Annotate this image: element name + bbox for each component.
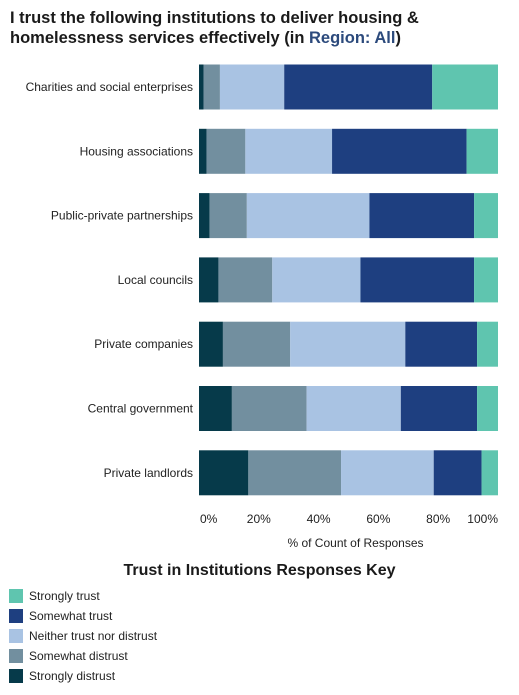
bar-segment-housing-associations-strongly-distrust[interactable] <box>199 128 207 174</box>
bar-segment-private-landlords-somewhat-distrust[interactable] <box>248 450 342 496</box>
bar-segment-local-councils-strongly-distrust[interactable] <box>199 257 219 303</box>
chart-title-suffix: ) <box>395 29 401 47</box>
x-tick-label: 100% <box>467 512 498 526</box>
bar-segment-public-private-partnerships-strongly-distrust[interactable] <box>199 193 210 239</box>
bar-segment-central-government-strongly-distrust[interactable] <box>199 386 232 431</box>
bar-segment-charities-and-social-enterprises-strongly-trust[interactable] <box>432 64 498 110</box>
category-label-housing-associations: Housing associations <box>80 144 193 158</box>
chart-title-line1: I trust the following institutions to de… <box>10 9 419 27</box>
bar-segment-housing-associations-somewhat-trust[interactable] <box>332 128 467 174</box>
bar-segment-public-private-partnerships-neither-trust-nor-distrust[interactable] <box>246 193 370 239</box>
bar-segment-private-landlords-strongly-distrust[interactable] <box>199 450 249 496</box>
bar-segment-public-private-partnerships-somewhat-distrust[interactable] <box>209 193 247 239</box>
bar-segment-private-companies-strongly-trust[interactable] <box>477 321 498 367</box>
bar-segment-central-government-somewhat-trust[interactable] <box>400 386 478 431</box>
legend-swatch <box>9 609 23 623</box>
legend-item[interactable]: Strongly distrust <box>9 666 157 686</box>
x-tick-label: 80% <box>426 512 450 526</box>
x-axis-label: % of Count of Responses <box>287 536 423 550</box>
bar-segment-private-companies-neither-trust-nor-distrust[interactable] <box>290 321 406 367</box>
bar-segment-local-councils-neither-trust-nor-distrust[interactable] <box>272 257 361 303</box>
bar-segment-central-government-somewhat-distrust[interactable] <box>231 386 307 431</box>
chart-title-line2: homelessness services effectively (in Re… <box>10 28 510 48</box>
bar-segment-private-companies-strongly-distrust[interactable] <box>199 321 223 367</box>
bar-segment-charities-and-social-enterprises-somewhat-trust[interactable] <box>284 64 433 110</box>
bar-segment-private-companies-somewhat-trust[interactable] <box>405 321 478 367</box>
legend-swatch <box>9 629 23 643</box>
bar-segment-central-government-neither-trust-nor-distrust[interactable] <box>306 386 401 431</box>
x-tick-label: 0% <box>200 512 218 526</box>
bar-segment-public-private-partnerships-somewhat-trust[interactable] <box>369 193 475 239</box>
region-filter-link[interactable]: Region: All <box>309 29 396 47</box>
x-tick-label: 60% <box>366 512 390 526</box>
category-label-private-landlords: Private landlords <box>104 466 193 480</box>
bar-segment-private-landlords-neither-trust-nor-distrust[interactable] <box>341 450 434 496</box>
x-tick-label: 20% <box>247 512 271 526</box>
bar-segment-local-councils-somewhat-distrust[interactable] <box>218 257 273 303</box>
stacked-bar-chart: Charities and social enterprises Housing … <box>26 64 498 550</box>
bar-segment-local-councils-strongly-trust[interactable] <box>474 257 498 303</box>
legend-label: Somewhat trust <box>29 609 113 623</box>
legend-label: Strongly trust <box>29 589 100 603</box>
category-label-local-councils: Local councils <box>118 273 193 287</box>
chart-title-prefix: homelessness services effectively (in <box>10 29 309 47</box>
bar-segment-housing-associations-strongly-trust[interactable] <box>466 128 498 174</box>
bar-segment-housing-associations-neither-trust-nor-distrust[interactable] <box>245 128 333 174</box>
bar-segment-central-government-strongly-trust[interactable] <box>477 386 498 431</box>
x-tick-label: 40% <box>307 512 331 526</box>
legend-label: Strongly distrust <box>29 669 116 683</box>
category-label-public-private-partnerships: Public-private partnerships <box>51 209 193 223</box>
legend: Strongly trust Somewhat trust Neither trus… <box>9 586 157 686</box>
category-label-charities-and-social-enterprises: Charities and social enterprises <box>26 80 193 94</box>
legend-label: Somewhat distrust <box>29 649 128 663</box>
legend-item[interactable]: Somewhat trust <box>9 606 157 626</box>
legend-swatch <box>9 669 23 683</box>
bar-segment-charities-and-social-enterprises-somewhat-distrust[interactable] <box>203 64 220 110</box>
legend-item[interactable]: Strongly trust <box>9 586 157 606</box>
legend-item[interactable]: Somewhat distrust <box>9 646 157 666</box>
legend-title: Trust in Institutions Responses Key <box>123 562 396 579</box>
bar-segment-public-private-partnerships-strongly-trust[interactable] <box>474 193 498 239</box>
bar-segment-private-landlords-somewhat-trust[interactable] <box>433 450 482 496</box>
bar-segment-local-councils-somewhat-trust[interactable] <box>360 257 475 303</box>
category-label-private-companies: Private companies <box>94 337 193 351</box>
bar-segment-charities-and-social-enterprises-neither-trust-nor-distrust[interactable] <box>219 64 285 110</box>
legend-label: Neither trust nor distrust <box>29 629 158 643</box>
bar-segment-private-landlords-strongly-trust[interactable] <box>481 450 498 496</box>
bar-segment-charities-and-social-enterprises-strongly-distrust[interactable] <box>199 64 204 110</box>
bar-segment-private-companies-somewhat-distrust[interactable] <box>222 321 291 367</box>
legend-swatch <box>9 649 23 663</box>
legend-item[interactable]: Neither trust nor distrust <box>9 626 157 646</box>
bar-segment-housing-associations-somewhat-distrust[interactable] <box>206 128 246 174</box>
category-label-central-government: Central government <box>88 402 194 416</box>
chart-title: I trust the following institutions to de… <box>10 8 510 48</box>
legend-swatch <box>9 589 23 603</box>
